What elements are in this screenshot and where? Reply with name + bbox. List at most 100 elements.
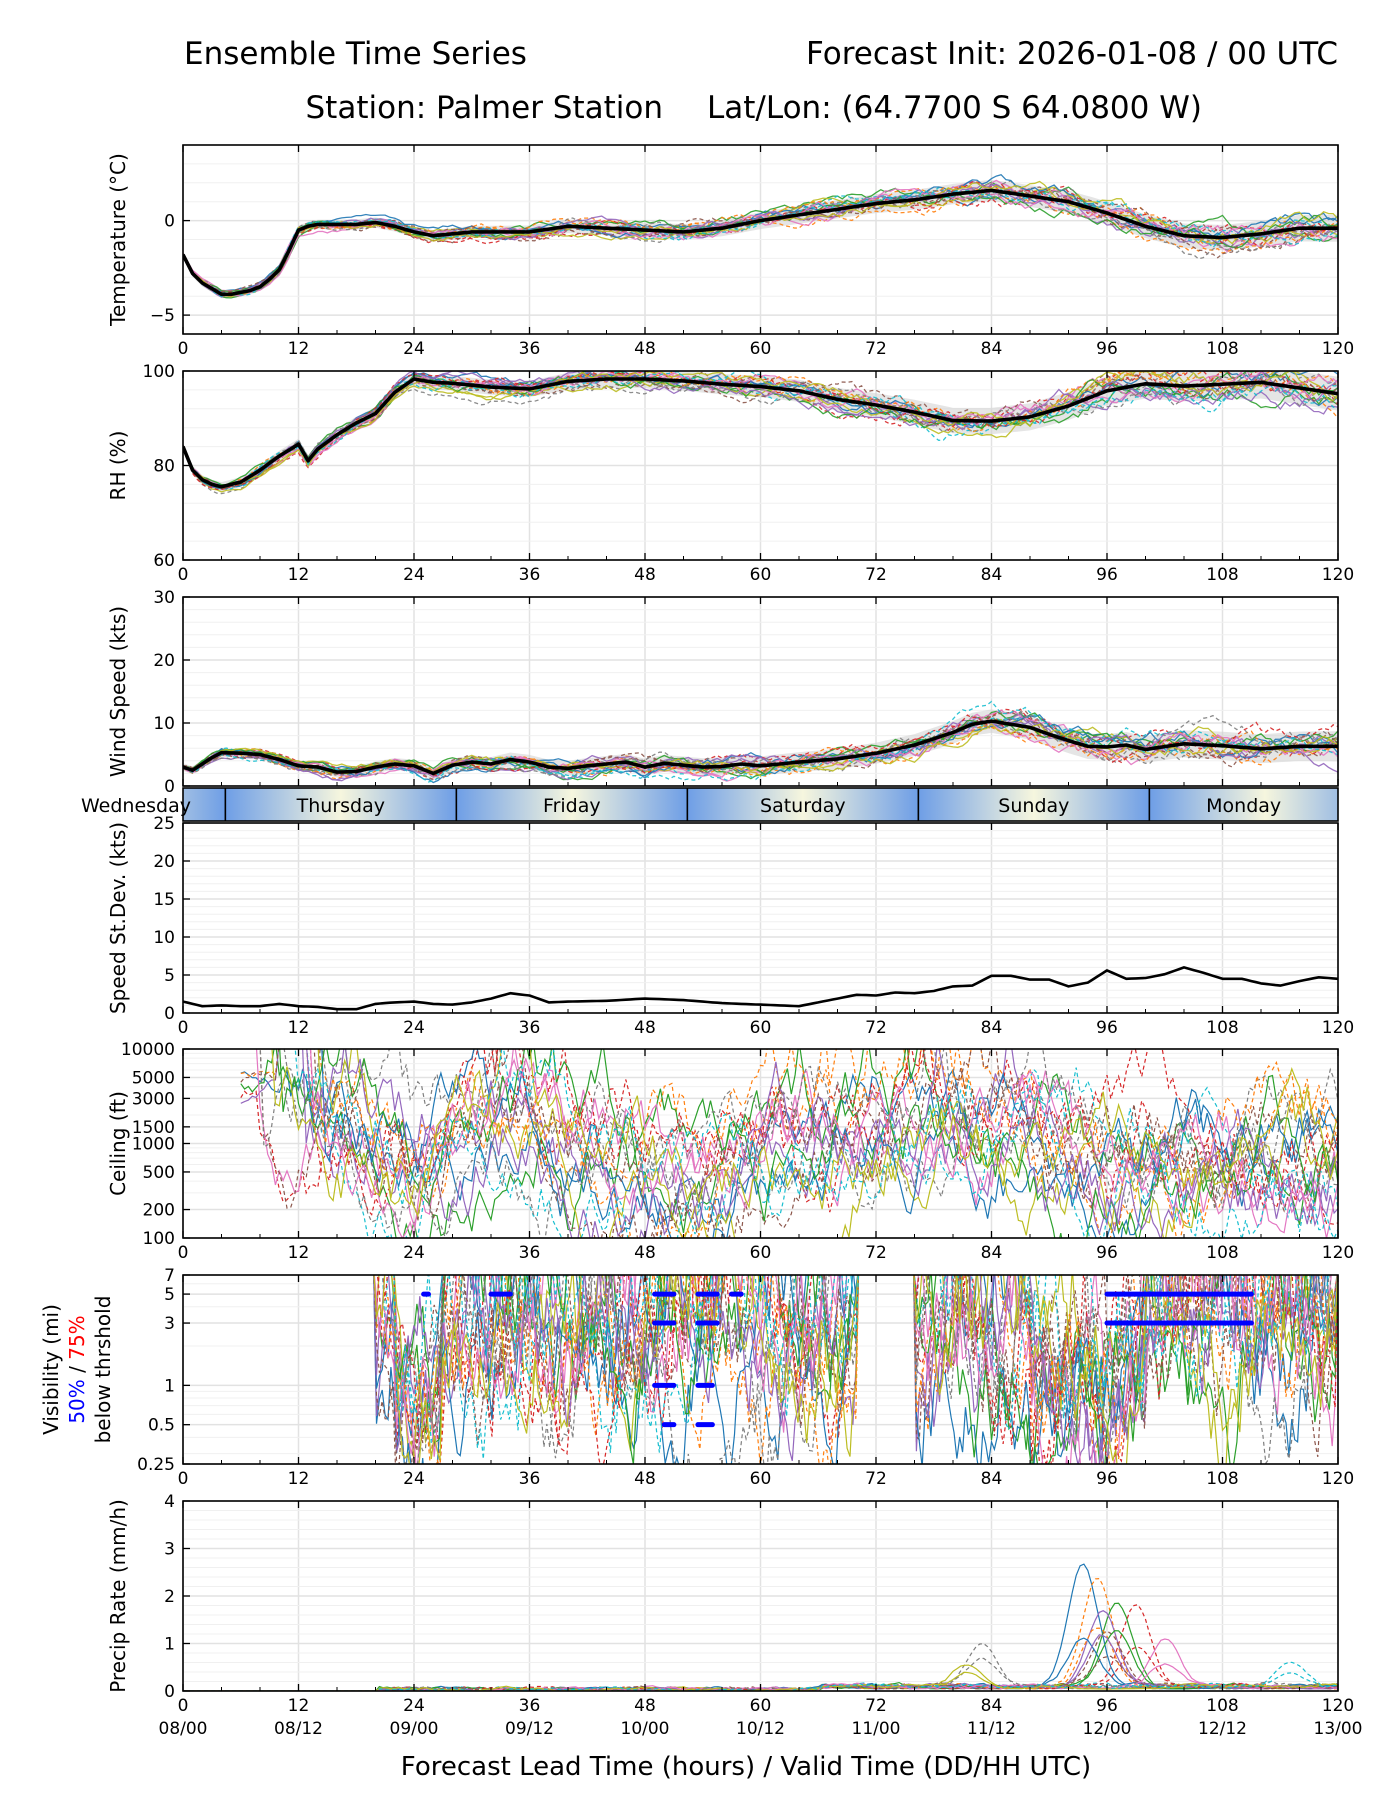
x-tick-label: 108 xyxy=(1206,565,1238,585)
x-tick-label: 120 xyxy=(1322,1243,1354,1263)
x-tick-label: 120 xyxy=(1322,339,1354,359)
ensemble-member-line xyxy=(183,371,1338,495)
x-tick-label: 24 xyxy=(403,339,425,359)
x-tick-label: 72 xyxy=(865,339,887,359)
plot-area-visibility xyxy=(373,1275,1338,1464)
day-cell xyxy=(1149,788,1338,821)
ensemble-spread-band xyxy=(183,371,1338,492)
valid-time-label: 11/00 xyxy=(852,1719,901,1739)
x-tick-label: 24 xyxy=(403,565,425,585)
ensemble-member-line xyxy=(279,1049,1338,1238)
x-tick-label: 36 xyxy=(519,1243,541,1263)
x-tick-label: 96 xyxy=(1096,565,1118,585)
plot-area-wind_speed xyxy=(183,700,1338,784)
x-tick-label: 36 xyxy=(519,1696,541,1716)
x-tick-label: 84 xyxy=(981,339,1003,359)
ensemble-member-line xyxy=(306,1049,1338,1238)
x-tick-label: 96 xyxy=(1096,1469,1118,1489)
y-tick-label: 1500 xyxy=(132,1118,175,1138)
x-tick-label: 36 xyxy=(519,1469,541,1489)
y-axis-label-threshold: 50% / 75% xyxy=(65,1315,89,1423)
valid-time-label: 09/00 xyxy=(390,1719,439,1739)
y-tick-label: 5 xyxy=(164,1285,175,1305)
x-tick-label: 12 xyxy=(288,565,310,585)
x-tick-label: 96 xyxy=(1096,1018,1118,1038)
x-tick-label: 0 xyxy=(178,1469,189,1489)
x-tick-label: 48 xyxy=(634,1469,656,1489)
y-tick-label: 0 xyxy=(164,1004,175,1024)
x-tick-label: 12 xyxy=(288,339,310,359)
x-tick-label: 84 xyxy=(981,1696,1003,1716)
valid-time-label: 08/12 xyxy=(274,1719,323,1739)
x-tick-label: 84 xyxy=(981,1243,1003,1263)
y-tick-label: 100 xyxy=(143,362,175,382)
day-label: Wednesday xyxy=(81,795,191,817)
x-tick-label: 96 xyxy=(1096,1243,1118,1263)
x-tick-label: 72 xyxy=(865,1018,887,1038)
x-tick-label: 84 xyxy=(981,1469,1003,1489)
y-axis-label-sub: below thrshold xyxy=(91,1296,115,1444)
valid-time-label: 13/00 xyxy=(1314,1719,1363,1739)
y-tick-label: 80 xyxy=(153,457,175,477)
plot-area-temperature xyxy=(183,173,1338,299)
y-tick-label: 3 xyxy=(164,1540,175,1560)
x-tick-label: 48 xyxy=(634,565,656,585)
y-tick-label: 60 xyxy=(153,551,175,571)
plot-area-speed_stdev xyxy=(183,966,1338,1011)
x-tick-label: 120 xyxy=(1322,1469,1354,1489)
ensemble-member-line xyxy=(373,1275,1338,1464)
x-tick-label: 36 xyxy=(519,1018,541,1038)
ensemble-member-line xyxy=(183,180,1338,298)
ensemble-member-line xyxy=(183,1646,1338,1691)
forecast-init: Forecast Init: 2026-01-08 / 00 UTC xyxy=(806,36,1338,72)
x-tick-label: 60 xyxy=(750,1018,772,1038)
ensemble-member-line xyxy=(183,183,1338,298)
valid-time-label: 12/12 xyxy=(1198,1719,1247,1739)
valid-time-label: 08/00 xyxy=(159,1719,208,1739)
threshold-75-label: 75% xyxy=(65,1315,89,1359)
y-tick-label: 3 xyxy=(164,1314,175,1334)
panel-ceiling: 0 12 24 36 48 60 72 84 96 108 120 100 200 500 10001500… xyxy=(106,1040,1354,1263)
x-tick-label: 120 xyxy=(1322,1018,1354,1038)
y-axis-label: Precip Rate (mm/h) xyxy=(106,1499,130,1693)
x-tick-label: 120 xyxy=(1322,565,1354,585)
x-tick-label: 48 xyxy=(634,1243,656,1263)
y-tick-label: 5 xyxy=(164,966,175,986)
ensemble-member-line xyxy=(373,1275,1332,1464)
x-tick-label: 108 xyxy=(1206,1018,1238,1038)
day-strip: Wednesday Thursday Friday Saturday Sunday Mon… xyxy=(81,787,1339,822)
ensemble-mean-line xyxy=(183,966,1338,1011)
y-tick-label: 3000 xyxy=(132,1089,175,1109)
x-tick-label: 120 xyxy=(1322,1696,1354,1716)
y-axis-label: Temperature (°C) xyxy=(106,153,130,327)
y-axis-label: Wind Speed (kts) xyxy=(106,606,130,777)
x-tick-label: 48 xyxy=(634,339,656,359)
y-tick-label: 20 xyxy=(153,651,175,671)
y-tick-label: 0.5 xyxy=(148,1416,175,1436)
x-tick-label: 0 xyxy=(178,1696,189,1716)
day-cell xyxy=(456,788,688,821)
y-tick-label: 2 xyxy=(164,1587,175,1607)
valid-time-label: 12/00 xyxy=(1083,1719,1132,1739)
panel-wind_speed: 0 10 20 30 Wind Speed (kts) xyxy=(106,588,1339,797)
ensemble-spread-band xyxy=(183,179,1338,299)
y-tick-label: 0 xyxy=(164,212,175,232)
x-tick-label: 24 xyxy=(403,1018,425,1038)
ensemble-member-line xyxy=(306,1049,1338,1238)
ensemble-mean-line xyxy=(183,719,1338,776)
x-tick-label: 48 xyxy=(634,1696,656,1716)
x-tick-label: 36 xyxy=(519,339,541,359)
station-name: Station: Palmer Station xyxy=(306,90,664,126)
x-tick-label: 36 xyxy=(519,565,541,585)
day-label: Friday xyxy=(543,795,601,817)
x-tick-label: 60 xyxy=(750,1243,772,1263)
x-tick-label: 12 xyxy=(288,1469,310,1489)
ensemble-member-line xyxy=(183,1630,1338,1691)
panel-speed_stdev: 0 12 24 36 48 60 72 84 96 108 120 0 5 10 15 20 25 Speed S… xyxy=(106,814,1354,1038)
x-tick-label: 24 xyxy=(403,1243,425,1263)
x-tick-label: 72 xyxy=(865,1243,887,1263)
ensemble-member-line xyxy=(294,1049,1338,1238)
